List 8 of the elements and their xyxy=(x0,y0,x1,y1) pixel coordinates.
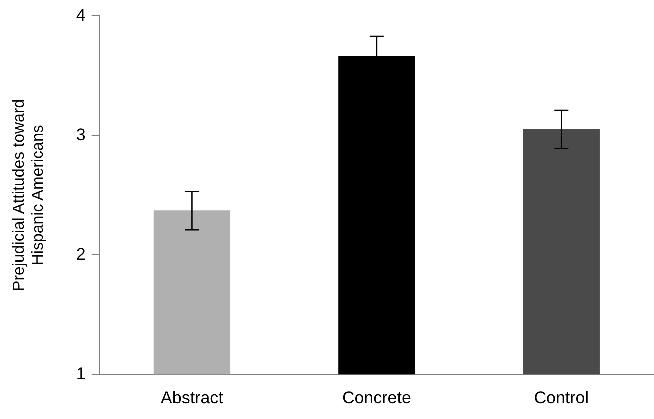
x-tick-label: Control xyxy=(534,388,590,408)
x-tick-label: Concrete xyxy=(342,388,412,408)
y-axis-title: Prejudicial Attitudes toward Hispanic Americans xyxy=(11,99,48,292)
y-tick-label: 2 xyxy=(76,244,86,264)
x-tick-label: Abstract xyxy=(161,388,224,408)
y-tick-label: 1 xyxy=(76,364,86,384)
y-tick-label: 3 xyxy=(76,125,86,144)
y-tick-label: 4 xyxy=(76,6,86,25)
